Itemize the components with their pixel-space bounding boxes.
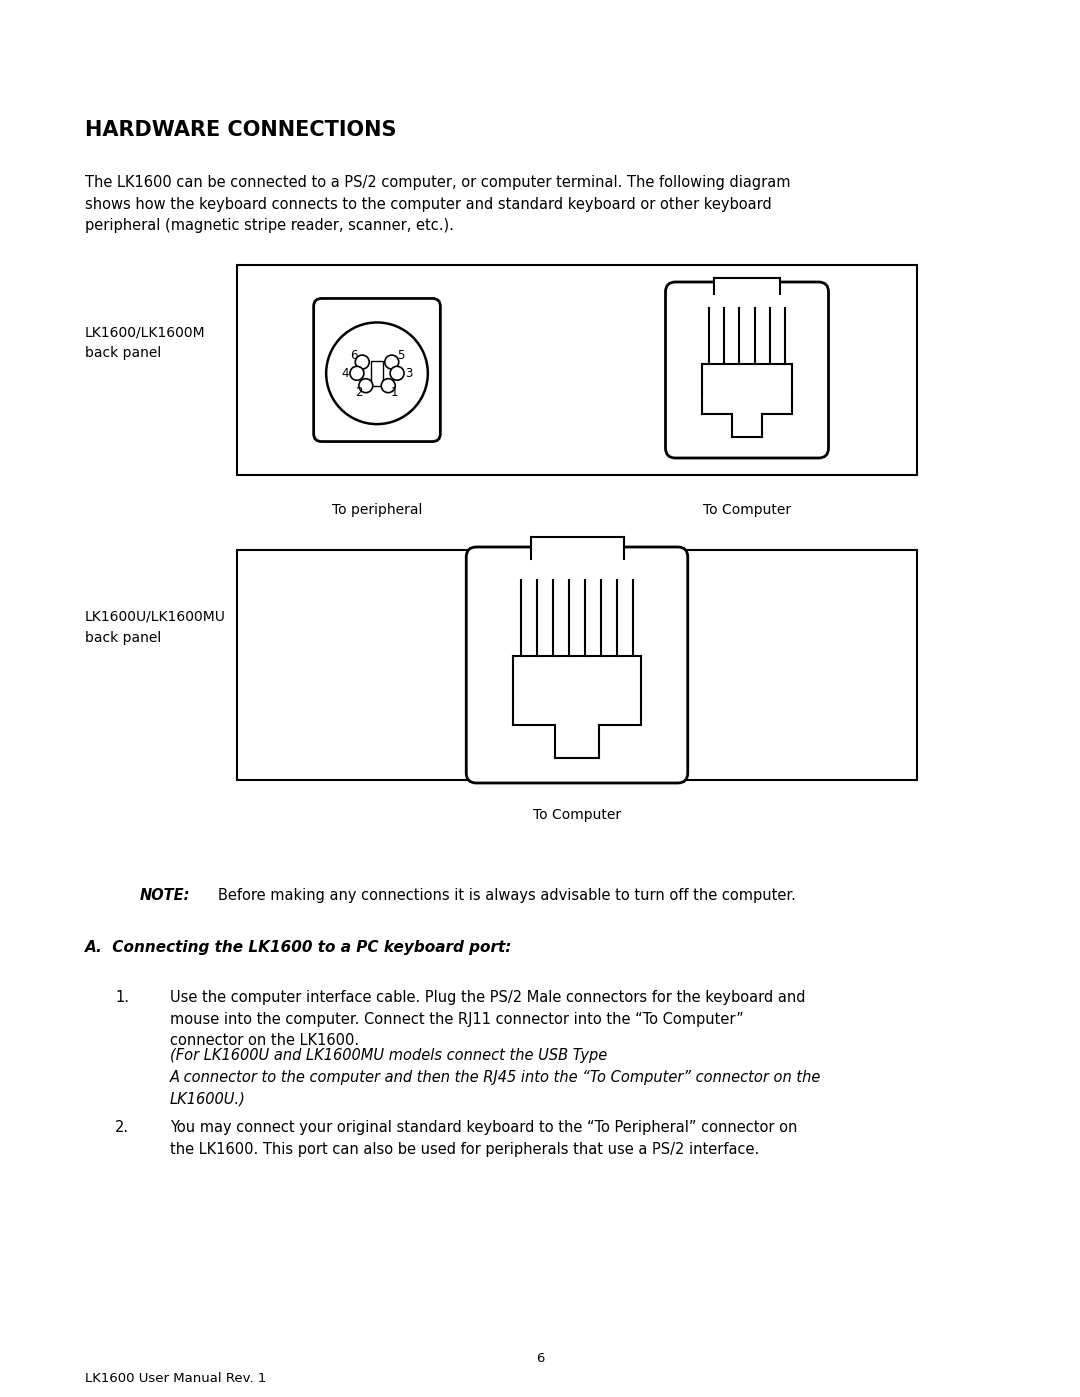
Text: To peripheral: To peripheral (332, 503, 422, 517)
Circle shape (350, 366, 364, 380)
Text: 3: 3 (405, 367, 413, 380)
Text: 2.: 2. (114, 1120, 130, 1134)
Text: LK1600/LK1600M
back panel: LK1600/LK1600M back panel (85, 326, 205, 359)
Text: NOTE:: NOTE: (140, 888, 190, 902)
Text: 2: 2 (355, 387, 363, 400)
FancyBboxPatch shape (467, 548, 688, 782)
FancyBboxPatch shape (665, 282, 828, 458)
Text: 4: 4 (341, 367, 349, 380)
Text: A.  Connecting the LK1600 to a PC keyboard port:: A. Connecting the LK1600 to a PC keyboar… (85, 940, 512, 956)
Text: HARDWARE CONNECTIONS: HARDWARE CONNECTIONS (85, 120, 396, 140)
Bar (237, 265, 917, 475)
Circle shape (355, 355, 369, 369)
Text: To Computer: To Computer (532, 807, 621, 821)
Text: (For LK1600U and LK1600MU models connect the USB Type
A connector to the compute: (For LK1600U and LK1600MU models connect… (170, 1048, 822, 1106)
Text: Use the computer interface cable. Plug the PS/2 Male connectors for the keyboard: Use the computer interface cable. Plug t… (170, 990, 806, 1048)
Bar (372, 360, 382, 386)
Circle shape (390, 366, 404, 380)
Text: 6: 6 (536, 1352, 544, 1365)
Text: Before making any connections it is always advisable to turn off the computer.: Before making any connections it is alwa… (218, 888, 796, 902)
Text: The LK1600 can be connected to a PS/2 computer, or computer terminal. The follow: The LK1600 can be connected to a PS/2 co… (85, 175, 791, 233)
Text: 1: 1 (391, 387, 399, 400)
Circle shape (326, 323, 428, 425)
Bar (530, 538, 623, 559)
FancyBboxPatch shape (313, 299, 441, 441)
Circle shape (381, 379, 395, 393)
Circle shape (384, 355, 399, 369)
Text: LK1600 User Manual Rev. 1: LK1600 User Manual Rev. 1 (85, 1372, 267, 1384)
Circle shape (359, 379, 373, 393)
Text: 6: 6 (350, 349, 357, 362)
Text: To Computer: To Computer (703, 503, 791, 517)
Bar (714, 278, 780, 293)
Text: 5: 5 (396, 349, 404, 362)
Text: 1.: 1. (114, 990, 129, 1004)
Bar (237, 550, 917, 780)
Text: You may connect your original standard keyboard to the “To Peripheral” connector: You may connect your original standard k… (170, 1120, 797, 1157)
Text: LK1600U/LK1600MU
back panel: LK1600U/LK1600MU back panel (85, 610, 226, 644)
